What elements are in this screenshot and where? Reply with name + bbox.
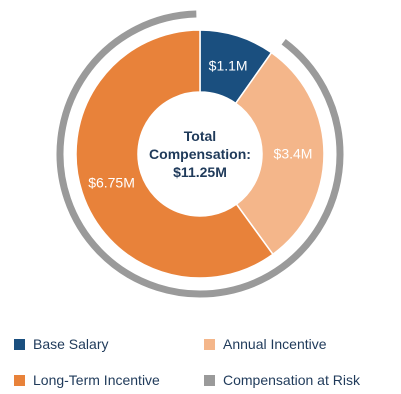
legend-item-annual-incentive: Annual Incentive bbox=[204, 336, 327, 352]
compensation-donut-chart: $1.1M $3.4M $6.75M Total Compensation: $11.25… bbox=[56, 10, 344, 298]
center-label-line-1: Total bbox=[184, 128, 216, 144]
data-label-long-term-incentive: $6.75M bbox=[88, 175, 135, 191]
legend-item-base-salary: Base Salary bbox=[14, 336, 108, 352]
legend-label-long-term-incentive: Long-Term Incentive bbox=[33, 372, 160, 388]
legend-swatch-compensation-at-risk bbox=[204, 374, 215, 386]
compensation-at-risk-arc bbox=[56, 10, 344, 298]
center-label-line-3: $11.25M bbox=[173, 164, 227, 180]
legend-swatch-long-term-incentive bbox=[14, 374, 25, 386]
legend-label-annual-incentive: Annual Incentive bbox=[223, 336, 327, 352]
center-label-line-2: Compensation: bbox=[149, 146, 251, 162]
legend-label-base-salary: Base Salary bbox=[33, 336, 109, 352]
slice-long-term-incentive bbox=[75, 29, 274, 279]
legend-item-long-term-incentive: Long-Term Incentive bbox=[14, 372, 160, 388]
slice-annual-incentive bbox=[234, 51, 325, 256]
legend-label-compensation-at-risk: Compensation at Risk bbox=[223, 372, 360, 388]
data-label-base-salary: $1.1M bbox=[209, 57, 248, 73]
legend-swatch-base-salary bbox=[14, 338, 25, 350]
data-label-annual-incentive: $3.4M bbox=[274, 145, 313, 161]
legend-item-compensation-at-risk: Compensation at Risk bbox=[204, 372, 360, 388]
legend-swatch-annual-incentive bbox=[204, 338, 215, 350]
